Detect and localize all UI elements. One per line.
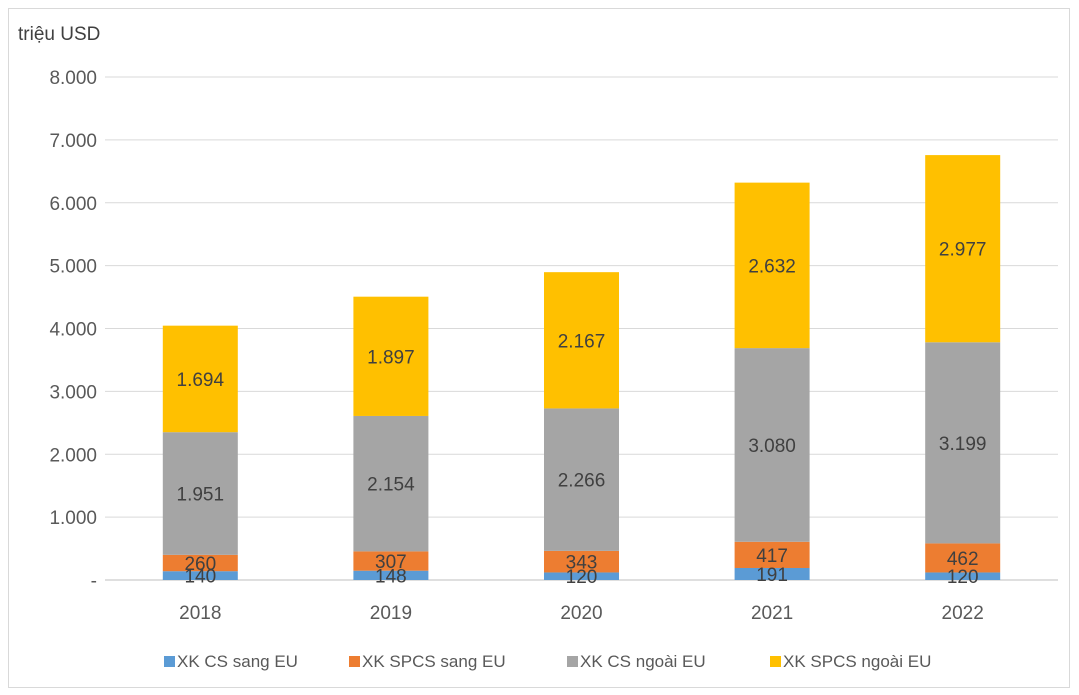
x-tick-label: 2022: [942, 603, 984, 624]
gridlines: [105, 76, 1058, 581]
data-label: 307: [375, 552, 407, 573]
bar-segment: [162, 325, 238, 433]
data-label: 260: [184, 554, 216, 575]
data-label: 2.154: [367, 475, 415, 496]
bar-segment: [353, 296, 429, 416]
bar-segment: [544, 272, 619, 409]
data-label: 140: [184, 567, 216, 588]
x-tick-label: 2021: [751, 603, 793, 624]
data-labels: 1402601.9511.6941483072.1541.8971203432.…: [177, 240, 987, 589]
legend-swatch: [349, 656, 360, 667]
bar-segment: [544, 408, 619, 551]
x-tick-label: 2018: [179, 603, 221, 624]
legend-label: XK CS ngoài EU: [580, 652, 706, 671]
y-tick-label: 7.000: [49, 131, 97, 152]
data-label: 3.080: [748, 436, 796, 457]
data-label: 191: [756, 565, 788, 586]
y-tick-label: 6.000: [49, 194, 97, 215]
y-tick-label: 1.000: [49, 508, 97, 529]
data-label: 462: [947, 549, 979, 570]
data-label: 343: [566, 553, 598, 574]
bar-segment: [353, 551, 429, 571]
bar-segment: [353, 415, 429, 552]
bar-segment: [162, 554, 238, 572]
bar-segment: [353, 570, 429, 580]
data-label: 3.199: [939, 434, 987, 455]
legend-swatch: [567, 656, 578, 667]
data-label: 120: [566, 567, 598, 588]
bars: [162, 155, 1001, 580]
legend-label: XK CS sang EU: [177, 652, 298, 671]
data-label: 148: [375, 566, 407, 587]
bar-segment: [925, 572, 1001, 580]
data-label: 2.632: [748, 256, 796, 277]
y-tick-label: 5.000: [49, 257, 97, 278]
legend-swatch: [164, 656, 175, 667]
y-tick-label: 2.000: [49, 445, 97, 466]
data-label: 1.951: [177, 485, 225, 506]
legend-label: XK SPCS sang EU: [362, 652, 506, 671]
chart-frame: [8, 8, 1070, 688]
bar-segment: [734, 541, 810, 568]
y-axis-ticks: - 1.000 2.000 3.000 4.000 5.000 6.000 7.000 8.00…: [49, 68, 97, 592]
data-label: 417: [756, 546, 788, 567]
y-axis-unit-label: triệu USD: [18, 24, 100, 45]
data-label: 2.266: [558, 471, 606, 492]
legend-label: XK SPCS ngoài EU: [783, 652, 931, 671]
x-tick-label: 2020: [560, 603, 602, 624]
legend-swatch: [770, 656, 781, 667]
y-tick-label: 8.000: [49, 68, 97, 89]
bar-segment: [925, 155, 1001, 343]
bar-segment: [925, 543, 1001, 573]
bar-segment: [162, 432, 238, 555]
data-label: 2.167: [558, 331, 606, 352]
legend: XK CS sang EU XK SPCS sang EU XK CS ngoài …: [164, 652, 931, 671]
data-label: 1.694: [177, 370, 225, 391]
bar-segment: [925, 342, 1001, 544]
x-axis-ticks: 2018 2019 2020 2021 2022: [179, 603, 984, 624]
bar-segment: [544, 572, 619, 580]
bar-segment: [734, 567, 810, 580]
bar-segment: [734, 348, 810, 542]
data-label: 120: [947, 567, 979, 588]
data-label: 2.977: [939, 240, 987, 261]
y-tick-label: 3.000: [49, 382, 97, 403]
x-tick-label: 2019: [370, 603, 412, 624]
bar-segment: [734, 182, 810, 349]
bar-segment: [544, 550, 619, 573]
y-tick-label: 4.000: [49, 320, 97, 341]
data-label: 1.897: [367, 347, 415, 368]
y-tick-label: -: [91, 571, 97, 592]
bar-segment: [162, 571, 238, 580]
